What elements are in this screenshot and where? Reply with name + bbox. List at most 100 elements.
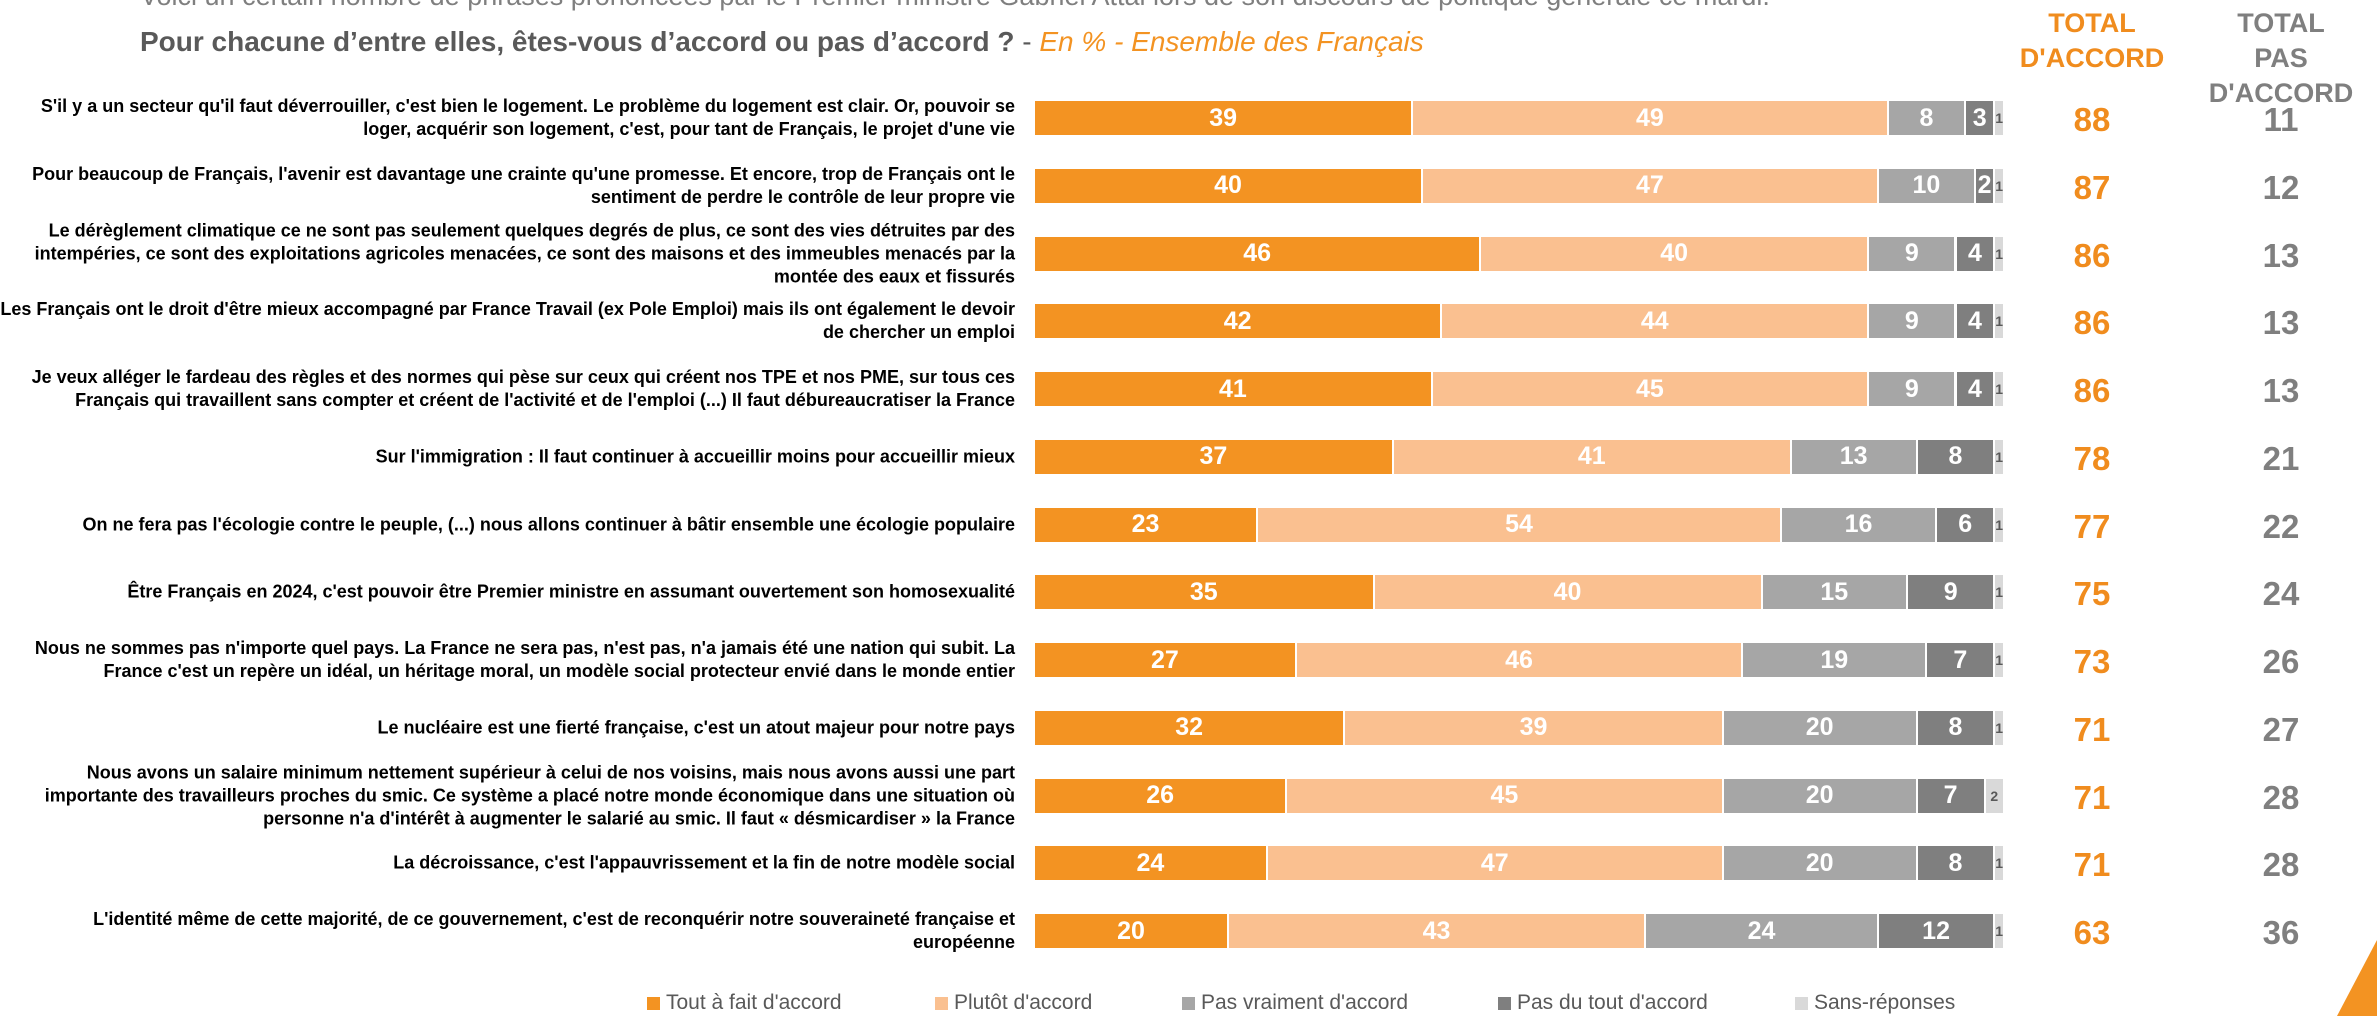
value-label: 24 bbox=[1747, 916, 1776, 945]
value-label: 8 bbox=[1948, 848, 1963, 877]
total-value: 88 bbox=[2073, 101, 2111, 138]
value-label: 1 bbox=[1995, 110, 2004, 126]
total-value: 27 bbox=[2262, 710, 2300, 748]
value-label: 54 bbox=[1505, 510, 1533, 538]
bar-segment: 8 bbox=[1917, 710, 1996, 745]
bar-segment: 4 bbox=[1956, 236, 1996, 271]
total-value: 22 bbox=[2262, 507, 2300, 545]
value-label: 13 bbox=[1839, 442, 1868, 471]
bar-segment: 9 bbox=[1869, 236, 1957, 271]
value-label: 20 bbox=[1805, 713, 1834, 742]
value-label: 4 bbox=[1967, 239, 1982, 267]
value-label: 9 bbox=[1904, 374, 1919, 403]
value-label: 9 bbox=[1904, 239, 1919, 267]
legend-label: Pas vraiment d'accord bbox=[1201, 991, 1409, 1014]
total-value: 12 bbox=[2262, 168, 2300, 206]
total-header: TOTAL PAS D'ACCORD bbox=[2208, 8, 2354, 108]
bar-segment: 40 bbox=[1374, 575, 1763, 610]
total-value: 13 bbox=[2262, 236, 2300, 274]
bar-segment: 1 bbox=[1995, 710, 2005, 745]
total-value: 63 bbox=[2073, 914, 2111, 951]
legend-item: Tout à fait d'accord bbox=[647, 991, 842, 1015]
legend-swatch bbox=[1498, 996, 1511, 1010]
bar-segment: 13 bbox=[1791, 439, 1918, 474]
legend-label: Plutôt d'accord bbox=[954, 991, 1093, 1014]
value-label: 7 bbox=[1953, 645, 1968, 674]
legend-item: Sans-réponses bbox=[1795, 991, 1955, 1015]
value-label: 12 bbox=[1922, 916, 1950, 945]
value-label: 20 bbox=[1117, 916, 1145, 945]
bar-segment: 1 bbox=[1995, 304, 2005, 339]
value-label: 26 bbox=[1146, 781, 1174, 809]
bar-segment: 40 bbox=[1035, 168, 1423, 203]
subtitle: En % - Ensemble des Français bbox=[1039, 26, 1424, 57]
legend-label: Tout à fait d'accord bbox=[666, 991, 842, 1014]
legend-swatch bbox=[1182, 996, 1195, 1010]
bar-segment: 1 bbox=[1995, 168, 2005, 203]
category-label: On ne fera pas l'écologie contre le peup… bbox=[82, 514, 1015, 534]
bar-segment: 1 bbox=[1995, 643, 2005, 677]
value-label: 1 bbox=[1995, 584, 2004, 601]
bar-segment: 8 bbox=[1917, 439, 1996, 474]
value-label: 16 bbox=[1844, 510, 1873, 538]
value-label: 9 bbox=[1904, 306, 1919, 335]
bar-segment: 1 bbox=[1995, 575, 2005, 610]
value-label: 1 bbox=[1995, 923, 2004, 939]
bar-segment: 1 bbox=[1995, 236, 2005, 271]
value-label: 40 bbox=[1660, 239, 1689, 267]
bar-segment: 24 bbox=[1035, 846, 1268, 881]
category-label: S'il y a un secteur qu'il faut déverroui… bbox=[40, 96, 1015, 139]
total-value: 86 bbox=[2073, 236, 2111, 274]
value-label: 1 bbox=[1995, 381, 2004, 397]
total-value: 86 bbox=[2073, 304, 2111, 342]
bar-segment: 43 bbox=[1229, 914, 1647, 948]
total-value: 86 bbox=[2073, 372, 2111, 409]
bar-segment: 54 bbox=[1258, 507, 1782, 542]
bar-segment: 4 bbox=[1956, 304, 1996, 339]
title-row: Pour chacune d’entre elles, êtes-vous d’… bbox=[140, 26, 1424, 58]
legend-label: Pas du tout d'accord bbox=[1517, 991, 1708, 1014]
value-label: 37 bbox=[1199, 442, 1228, 471]
value-label: 10 bbox=[1912, 171, 1941, 200]
bar-segment: 3 bbox=[1966, 101, 1996, 135]
legend-item: Pas du tout d'accord bbox=[1498, 991, 1708, 1015]
category-label: La décroissance, c'est l'appauvrissement… bbox=[393, 852, 1015, 873]
value-label: 6 bbox=[1958, 510, 1973, 538]
value-label: 1 bbox=[1995, 448, 2004, 465]
value-label: 46 bbox=[1243, 239, 1271, 267]
category-label: Pour beaucoup de Français, l'avenir est … bbox=[32, 163, 1015, 207]
bar-segment: 23 bbox=[1035, 507, 1259, 542]
bar-segment: 12 bbox=[1878, 914, 1996, 948]
bar-segment: 9 bbox=[1908, 575, 1996, 610]
value-label: 1 bbox=[1995, 516, 2004, 533]
value-label: 1 bbox=[1995, 245, 2004, 262]
bar-segment: 15 bbox=[1762, 575, 1908, 610]
value-label: 24 bbox=[1136, 848, 1165, 877]
bar-segment: 46 bbox=[1296, 643, 1744, 677]
value-label: 8 bbox=[1948, 713, 1963, 742]
value-label: 40 bbox=[1553, 577, 1582, 606]
bar-segment: 41 bbox=[1393, 439, 1792, 474]
category-label: Les Français ont le droit d'être mieux a… bbox=[0, 299, 1015, 343]
bar-segment: 1 bbox=[1995, 507, 2005, 542]
bar-segment: 16 bbox=[1781, 507, 1938, 542]
value-label: 1 bbox=[1995, 177, 2004, 194]
total-value: 73 bbox=[2073, 643, 2111, 680]
bar-segment: 1 bbox=[1995, 846, 2005, 881]
category-label: Être Français en 2024, c'est pouvoir êtr… bbox=[127, 581, 1015, 602]
value-label: 3 bbox=[1972, 103, 1987, 132]
legend-swatch bbox=[647, 996, 660, 1010]
bar-segment: 49 bbox=[1413, 101, 1889, 135]
bar-segment: 8 bbox=[1917, 846, 1996, 881]
legend-swatch bbox=[935, 996, 948, 1010]
value-label: 20 bbox=[1805, 781, 1834, 809]
total-value: 11 bbox=[2263, 101, 2299, 138]
value-label: 43 bbox=[1422, 916, 1451, 945]
value-label: 47 bbox=[1480, 848, 1509, 877]
bar-segment: 20 bbox=[1723, 710, 1918, 745]
value-label: 46 bbox=[1505, 645, 1533, 674]
bar-segment: 45 bbox=[1287, 778, 1724, 813]
value-label: 23 bbox=[1131, 510, 1160, 538]
bar-segment: 1 bbox=[1995, 914, 2005, 948]
